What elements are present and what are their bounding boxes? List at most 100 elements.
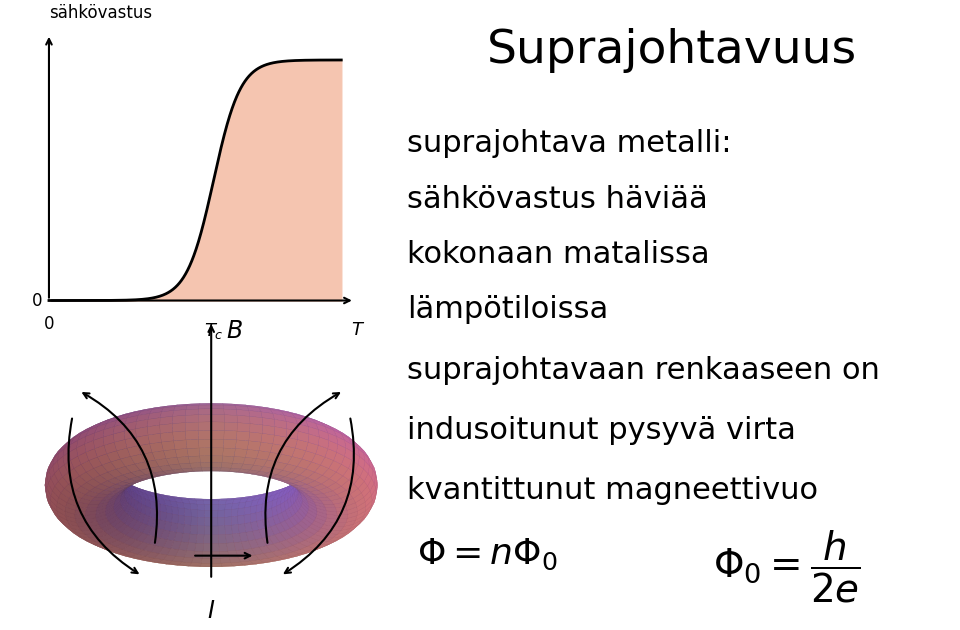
Polygon shape xyxy=(128,483,137,490)
Polygon shape xyxy=(347,438,358,445)
Polygon shape xyxy=(331,440,344,444)
Polygon shape xyxy=(321,525,334,530)
Polygon shape xyxy=(163,495,174,498)
Polygon shape xyxy=(298,474,309,481)
Polygon shape xyxy=(121,526,132,535)
Polygon shape xyxy=(307,462,317,469)
Polygon shape xyxy=(156,538,167,547)
Polygon shape xyxy=(79,498,91,504)
Polygon shape xyxy=(301,490,314,495)
Polygon shape xyxy=(108,493,123,501)
Polygon shape xyxy=(145,502,159,510)
Polygon shape xyxy=(199,403,211,405)
Polygon shape xyxy=(81,426,94,434)
Polygon shape xyxy=(195,419,204,427)
Polygon shape xyxy=(293,475,307,481)
Polygon shape xyxy=(96,449,107,455)
Polygon shape xyxy=(253,562,267,564)
Polygon shape xyxy=(58,463,67,473)
Polygon shape xyxy=(319,430,329,440)
Polygon shape xyxy=(126,411,140,414)
Polygon shape xyxy=(259,442,273,452)
Polygon shape xyxy=(115,481,130,486)
Polygon shape xyxy=(149,498,163,504)
Polygon shape xyxy=(262,425,274,433)
Polygon shape xyxy=(77,502,88,508)
Polygon shape xyxy=(85,534,97,544)
Polygon shape xyxy=(333,432,347,438)
Polygon shape xyxy=(143,491,156,493)
Polygon shape xyxy=(342,433,354,441)
Polygon shape xyxy=(117,487,128,493)
Polygon shape xyxy=(341,494,353,502)
Polygon shape xyxy=(141,559,156,563)
Polygon shape xyxy=(167,549,179,556)
Polygon shape xyxy=(259,475,272,477)
Polygon shape xyxy=(160,432,174,442)
Polygon shape xyxy=(75,459,86,464)
Polygon shape xyxy=(203,499,211,501)
Polygon shape xyxy=(163,512,177,521)
Polygon shape xyxy=(187,448,200,456)
Polygon shape xyxy=(289,481,298,488)
Polygon shape xyxy=(357,507,366,515)
Polygon shape xyxy=(325,507,337,512)
Polygon shape xyxy=(292,457,298,467)
Polygon shape xyxy=(74,430,86,437)
Polygon shape xyxy=(324,534,337,538)
Polygon shape xyxy=(218,452,225,461)
Polygon shape xyxy=(74,484,86,495)
Polygon shape xyxy=(105,436,117,444)
Polygon shape xyxy=(372,471,375,483)
Polygon shape xyxy=(128,480,137,487)
Polygon shape xyxy=(357,459,366,468)
Polygon shape xyxy=(184,471,195,472)
Polygon shape xyxy=(151,493,163,495)
Polygon shape xyxy=(298,424,309,434)
Polygon shape xyxy=(368,458,372,471)
Polygon shape xyxy=(172,469,184,472)
Polygon shape xyxy=(234,542,244,551)
Polygon shape xyxy=(211,405,224,409)
Polygon shape xyxy=(150,501,156,510)
Polygon shape xyxy=(148,472,157,478)
Polygon shape xyxy=(204,518,211,526)
Polygon shape xyxy=(229,557,241,563)
Polygon shape xyxy=(354,517,364,528)
Polygon shape xyxy=(156,423,167,432)
Polygon shape xyxy=(115,489,130,495)
Polygon shape xyxy=(183,524,191,534)
Polygon shape xyxy=(167,468,177,474)
Polygon shape xyxy=(131,530,142,540)
Polygon shape xyxy=(99,520,110,528)
Polygon shape xyxy=(343,528,354,537)
Polygon shape xyxy=(108,515,118,524)
Polygon shape xyxy=(288,490,292,500)
Polygon shape xyxy=(250,416,263,425)
Polygon shape xyxy=(252,530,262,539)
Polygon shape xyxy=(236,529,250,539)
Polygon shape xyxy=(333,452,345,464)
Polygon shape xyxy=(298,490,306,498)
Polygon shape xyxy=(172,455,179,464)
Polygon shape xyxy=(368,478,374,491)
Polygon shape xyxy=(300,506,307,515)
Polygon shape xyxy=(357,455,366,464)
Polygon shape xyxy=(314,472,327,477)
Polygon shape xyxy=(211,518,218,526)
Polygon shape xyxy=(253,459,267,466)
Polygon shape xyxy=(85,491,99,497)
Polygon shape xyxy=(269,496,282,502)
Polygon shape xyxy=(224,522,236,531)
Polygon shape xyxy=(211,510,218,518)
Polygon shape xyxy=(174,532,183,542)
Polygon shape xyxy=(296,487,304,495)
Polygon shape xyxy=(107,547,120,554)
Polygon shape xyxy=(308,533,320,544)
Polygon shape xyxy=(238,437,246,447)
Polygon shape xyxy=(211,435,218,444)
Polygon shape xyxy=(321,540,333,548)
Polygon shape xyxy=(301,471,312,478)
Polygon shape xyxy=(249,553,262,559)
Polygon shape xyxy=(142,490,154,494)
